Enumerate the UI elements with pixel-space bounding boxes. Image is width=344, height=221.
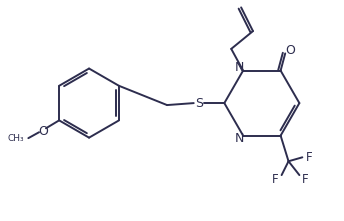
Text: F: F <box>302 173 309 186</box>
Text: N: N <box>235 61 244 74</box>
Text: F: F <box>272 173 279 186</box>
Text: CH₃: CH₃ <box>8 134 24 143</box>
Text: F: F <box>306 151 313 164</box>
Text: O: O <box>38 125 48 138</box>
Text: S: S <box>195 97 203 110</box>
Text: O: O <box>285 44 295 57</box>
Text: N: N <box>235 132 244 145</box>
